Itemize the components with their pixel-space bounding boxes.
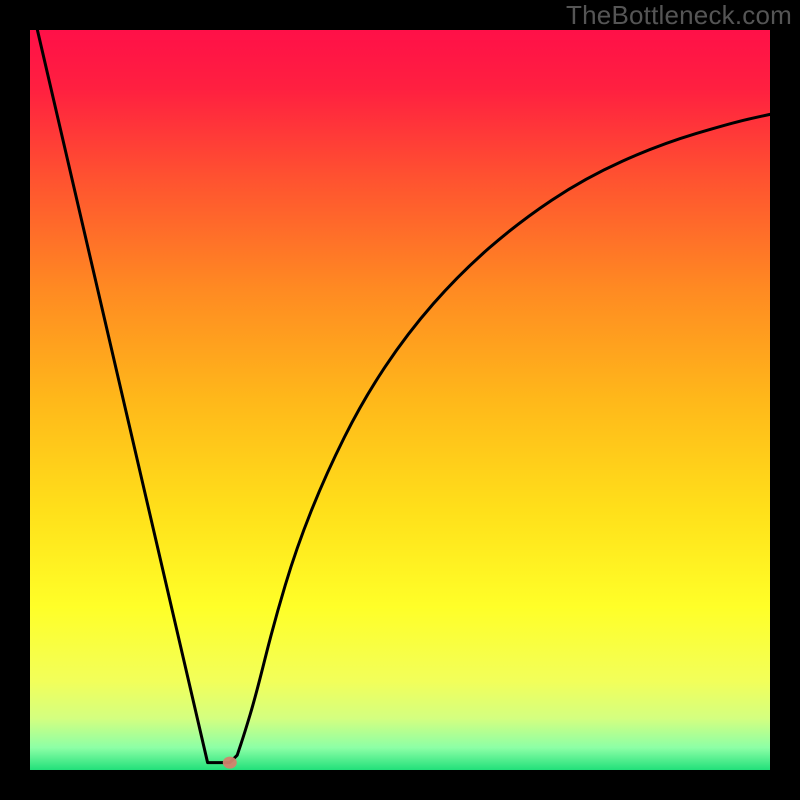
watermark-text: TheBottleneck.com xyxy=(566,0,792,31)
chart-gradient-area xyxy=(30,30,770,770)
optimal-point-marker xyxy=(223,757,237,769)
bottleneck-chart xyxy=(0,0,800,800)
chart-container: TheBottleneck.com xyxy=(0,0,800,800)
